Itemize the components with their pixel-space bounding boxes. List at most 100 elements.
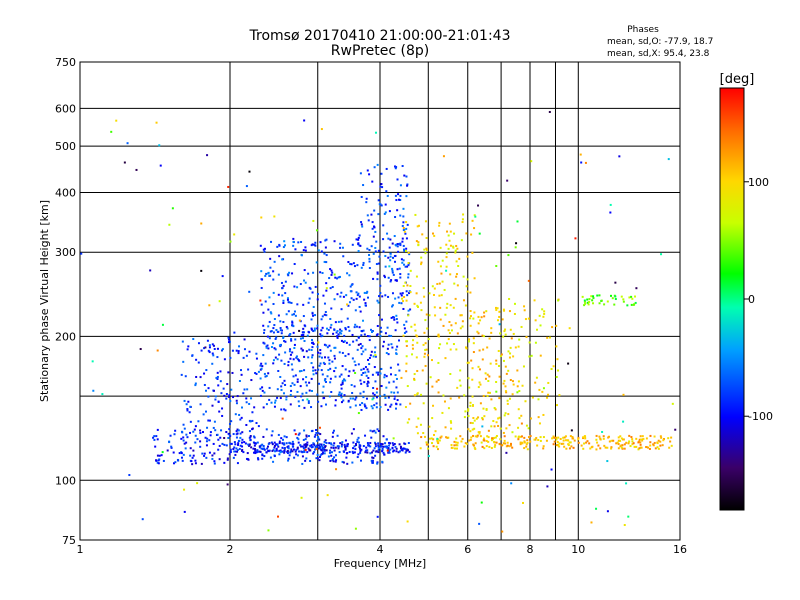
x-tick-label: 4 <box>377 543 384 556</box>
data-point <box>260 278 263 281</box>
data-point <box>386 449 389 452</box>
data-point <box>256 441 259 444</box>
data-point <box>399 273 402 276</box>
data-point <box>318 459 321 462</box>
data-point <box>320 335 323 338</box>
data-point <box>319 426 322 429</box>
data-point <box>269 456 272 459</box>
data-point <box>357 453 360 456</box>
data-point <box>360 223 363 226</box>
data-point <box>454 297 457 300</box>
data-point <box>337 276 340 279</box>
data-point <box>254 448 257 451</box>
data-point <box>297 359 300 362</box>
data-point <box>638 438 641 441</box>
data-point <box>585 441 588 444</box>
data-point <box>416 393 419 396</box>
data-point <box>323 313 326 316</box>
data-point <box>526 441 529 444</box>
data-point <box>586 298 589 301</box>
data-point <box>586 301 589 304</box>
data-point <box>433 306 436 309</box>
data-point <box>452 343 455 346</box>
data-point <box>656 446 659 449</box>
data-point <box>419 301 422 304</box>
data-point <box>366 169 369 172</box>
data-point <box>245 185 248 188</box>
data-point <box>365 201 368 204</box>
data-point <box>371 373 374 376</box>
data-point <box>344 448 347 451</box>
data-point <box>317 341 320 344</box>
data-point <box>348 370 351 373</box>
data-point <box>331 435 334 438</box>
data-point <box>455 437 458 440</box>
data-point <box>291 368 294 371</box>
data-point <box>392 256 395 259</box>
data-point <box>360 334 363 337</box>
data-point <box>377 301 380 304</box>
data-point <box>454 251 457 254</box>
data-point <box>436 440 439 443</box>
data-point <box>317 249 320 252</box>
data-point <box>385 438 388 441</box>
data-point <box>330 323 333 326</box>
data-point <box>482 348 485 351</box>
data-point <box>243 348 246 351</box>
data-point <box>409 285 412 288</box>
data-point <box>291 440 294 443</box>
data-point <box>385 386 388 389</box>
data-point <box>352 262 355 265</box>
data-point <box>334 399 337 402</box>
data-point <box>235 402 238 405</box>
data-point <box>128 474 131 477</box>
data-point <box>555 375 558 378</box>
data-point <box>420 309 423 312</box>
data-point <box>639 443 642 446</box>
data-point <box>369 442 372 445</box>
data-point <box>289 403 292 406</box>
data-point <box>386 445 389 448</box>
data-point <box>292 358 295 361</box>
data-point <box>405 330 408 333</box>
data-point <box>376 515 379 518</box>
data-point <box>287 360 290 363</box>
data-point <box>670 444 673 447</box>
data-point <box>387 396 390 399</box>
data-point <box>444 357 447 360</box>
data-point <box>557 444 560 447</box>
data-point <box>558 394 561 397</box>
data-point <box>366 380 369 383</box>
data-point <box>214 429 217 432</box>
data-point <box>314 433 317 436</box>
data-point <box>273 260 276 263</box>
data-point <box>91 360 94 363</box>
data-point <box>286 298 289 301</box>
data-point <box>387 276 390 279</box>
data-point <box>281 442 284 445</box>
data-point <box>300 347 303 350</box>
data-point <box>321 452 324 455</box>
data-point <box>316 439 319 442</box>
data-point <box>374 355 377 358</box>
data-point <box>557 299 560 302</box>
data-point <box>197 420 200 423</box>
data-point <box>232 433 235 436</box>
data-point <box>331 458 334 461</box>
data-point <box>312 330 315 333</box>
data-point <box>316 327 319 330</box>
data-point <box>280 359 283 362</box>
data-point <box>398 339 401 342</box>
data-point <box>374 443 377 446</box>
data-point <box>335 331 338 334</box>
data-point <box>381 449 384 452</box>
data-point <box>308 389 311 392</box>
data-point <box>582 447 585 450</box>
data-point <box>511 380 514 383</box>
data-point <box>265 272 268 275</box>
data-point <box>411 347 414 350</box>
data-point <box>402 221 405 224</box>
data-point <box>287 457 290 460</box>
data-point <box>297 438 300 441</box>
data-point <box>281 294 284 297</box>
